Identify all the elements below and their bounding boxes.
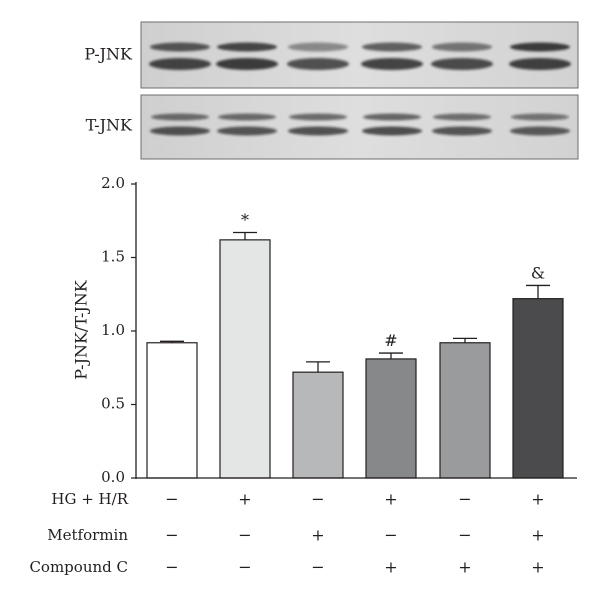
condition-sign: − — [458, 526, 471, 545]
blot-band-pair — [217, 113, 277, 136]
condition-sign: + — [531, 526, 544, 545]
condition-sign: + — [384, 558, 397, 577]
bar — [365, 358, 417, 479]
blot-band-pair — [361, 42, 423, 70]
y-tick-label: 0.5 — [101, 395, 125, 413]
error-bar — [453, 337, 477, 343]
blot-label-t-jnk: T-JNK — [86, 116, 133, 135]
condition-sign: − — [238, 558, 251, 577]
y-tick-label: 2.0 — [101, 174, 125, 192]
significance-marker: & — [531, 263, 545, 282]
blot-band-pair — [509, 42, 571, 70]
significance-marker: # — [384, 331, 397, 350]
blot-band-pair — [432, 113, 492, 136]
bar — [292, 371, 344, 479]
condition-table: HG + H/R − + − + − + Metformin − − + − − + Compound C −… — [29, 490, 544, 577]
error-bar — [306, 361, 330, 373]
error-bar — [526, 284, 550, 299]
bars-group — [146, 239, 564, 479]
bar — [146, 342, 198, 479]
condition-sign: − — [238, 526, 251, 545]
condition-sign: + — [531, 558, 544, 577]
blot-band-pair — [216, 42, 278, 70]
condition-sign: + — [531, 490, 544, 509]
condition-sign: − — [165, 558, 178, 577]
blot-panel-t-jnk: T-JNK — [86, 94, 579, 160]
y-ticks-group: 0.0 0.5 1.0 1.5 2.0 — [101, 174, 136, 486]
error-bars-group — [160, 231, 550, 373]
y-axis-title: P-JNK/T-JNK — [72, 279, 91, 379]
error-bar — [379, 352, 403, 359]
condition-label: HG + H/R — [51, 490, 128, 508]
blot-label-p-jnk: P-JNK — [84, 45, 133, 64]
condition-sign: + — [458, 558, 471, 577]
bar — [512, 298, 564, 479]
blot-band-pair — [510, 113, 570, 136]
blot-strip-p-jnk — [140, 21, 579, 89]
significance-marker: * — [241, 211, 249, 230]
blot-bands-p-jnk — [149, 42, 571, 70]
error-bar — [233, 231, 257, 240]
annotations-group: * # & — [241, 211, 545, 351]
condition-sign: − — [458, 490, 471, 509]
blot-bands-t-jnk — [150, 113, 570, 136]
bar-chart: * # & 0.0 0.5 1.0 1.5 2.0 P-JNK/T-JNK — [72, 174, 577, 486]
condition-sign: − — [311, 490, 324, 509]
error-bar — [160, 340, 184, 343]
condition-label: Compound C — [29, 558, 128, 576]
blot-band-pair — [149, 42, 211, 70]
y-tick-label: 1.5 — [101, 248, 125, 266]
condition-sign: + — [384, 490, 397, 509]
y-tick-label: 0.0 — [101, 468, 125, 486]
blot-panel-p-jnk: P-JNK — [84, 21, 579, 89]
condition-sign: − — [165, 490, 178, 509]
condition-label: Metformin — [47, 526, 128, 544]
condition-sign: − — [165, 526, 178, 545]
condition-sign: + — [311, 526, 324, 545]
blot-band-pair — [150, 113, 210, 136]
blot-strip-t-jnk — [140, 94, 579, 160]
blot-band-pair — [288, 113, 348, 136]
blot-band-pair — [431, 42, 493, 70]
condition-sign: − — [311, 558, 324, 577]
condition-sign: + — [238, 490, 251, 509]
condition-sign: − — [384, 526, 397, 545]
bar — [219, 239, 271, 479]
blot-band-pair — [287, 42, 349, 70]
y-tick-label: 1.0 — [101, 321, 125, 339]
blot-band-pair — [362, 113, 422, 136]
bar — [439, 342, 491, 479]
